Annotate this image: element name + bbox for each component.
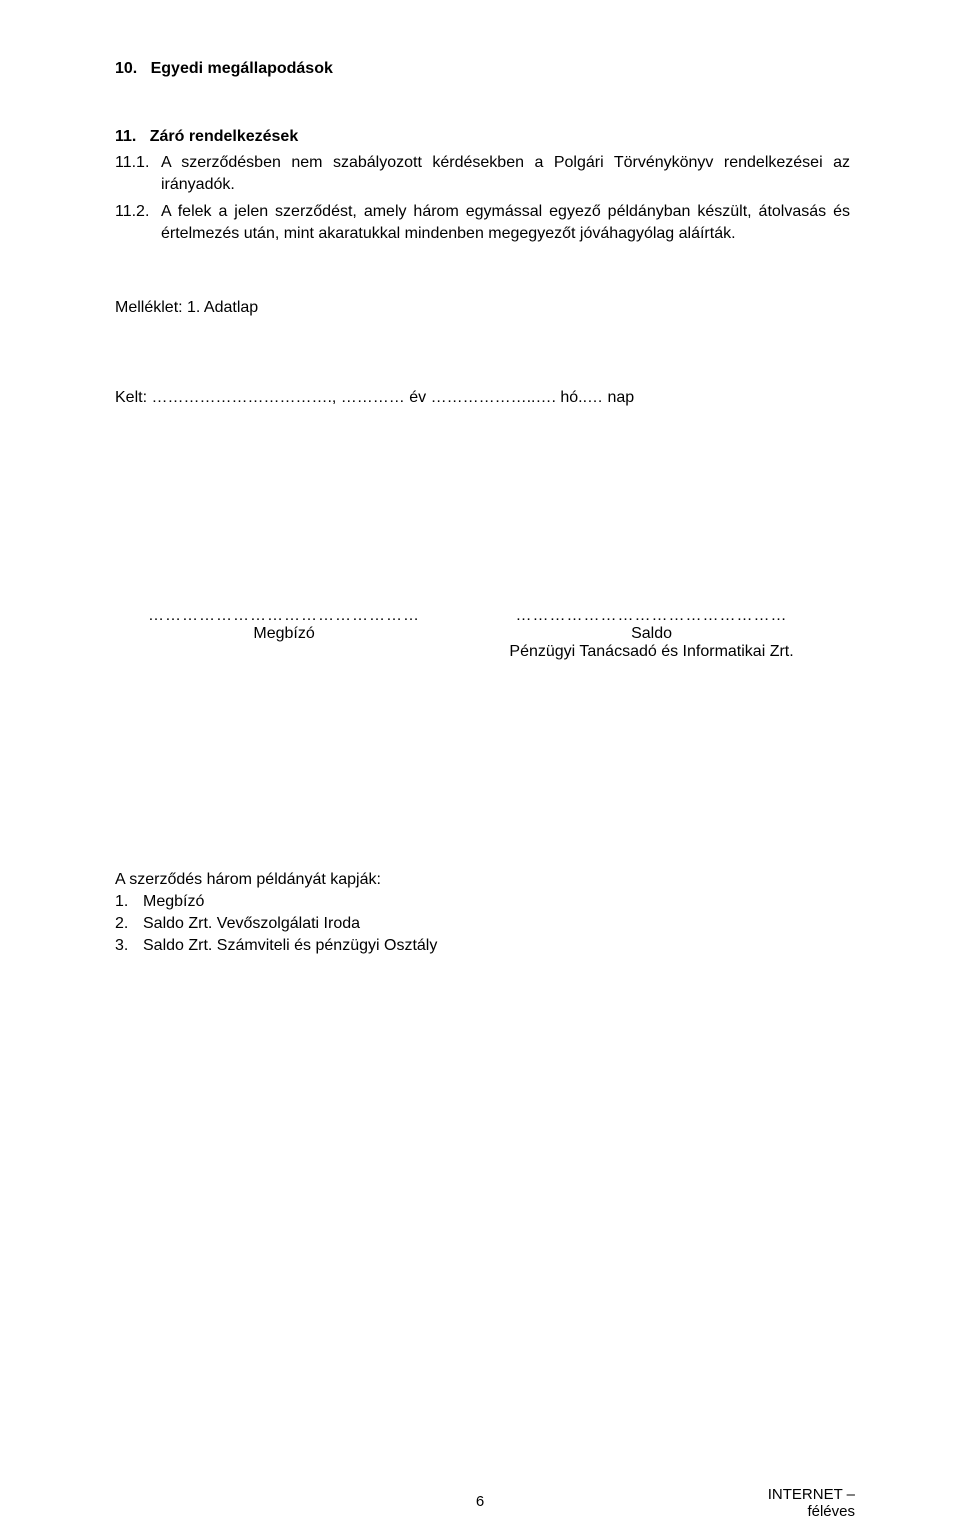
distribution-item-3-text: Saldo Zrt. Számviteli és pénzügyi Osztál… bbox=[143, 935, 437, 957]
section-11-heading: 11. Záró rendelkezések bbox=[115, 128, 850, 146]
section-10-title: Egyedi megállapodások bbox=[151, 60, 333, 77]
distribution-item-1: 1. Megbízó bbox=[115, 891, 850, 913]
distribution-item-2-num: 2. bbox=[115, 913, 143, 935]
distribution-item-2-text: Saldo Zrt. Vevőszolgálati Iroda bbox=[143, 913, 360, 935]
paragraph-11-1-number: 11.1. bbox=[115, 152, 161, 195]
signature-left-dots: ………………………………………… bbox=[115, 607, 453, 625]
paragraph-11-1: 11.1. A szerződésben nem szabályozott ké… bbox=[115, 152, 850, 195]
paragraph-11-2-text: A felek a jelen szerződést, amely három … bbox=[161, 201, 850, 244]
signature-left-label: Megbízó bbox=[115, 625, 453, 643]
distribution-item-3: 3. Saldo Zrt. Számviteli és pénzügyi Osz… bbox=[115, 935, 850, 957]
date-line: Kelt: ……………………………., ………… év ………………..…. h… bbox=[115, 389, 850, 407]
signature-left-col: ………………………………………… Megbízó bbox=[115, 607, 453, 661]
signatures-block: ………………………………………… Megbízó ………………………………………… bbox=[115, 607, 850, 661]
paragraph-11-2: 11.2. A felek a jelen szerződést, amely … bbox=[115, 201, 850, 244]
section-10-heading: 10. Egyedi megállapodások bbox=[115, 60, 850, 78]
distribution-item-1-num: 1. bbox=[115, 891, 143, 913]
paragraph-11-1-text: A szerződésben nem szabályozott kérdések… bbox=[161, 152, 850, 195]
section-11-title: Záró rendelkezések bbox=[150, 128, 299, 145]
attachment-line: Melléklet: 1. Adatlap bbox=[115, 299, 850, 317]
signature-right-label-2: Pénzügyi Tanácsadó és Informatikai Zrt. bbox=[453, 643, 850, 661]
signature-right-label-1: Saldo bbox=[453, 625, 850, 643]
footer-right-2: féléves bbox=[768, 1503, 855, 1520]
distribution-item-2: 2. Saldo Zrt. Vevőszolgálati Iroda bbox=[115, 913, 850, 935]
footer-right-1: INTERNET – bbox=[768, 1486, 855, 1503]
footer-right-block: INTERNET – féléves bbox=[768, 1486, 855, 1520]
signature-right-col: ………………………………………… Saldo Pénzügyi Tanácsad… bbox=[453, 607, 850, 661]
distribution-item-3-num: 3. bbox=[115, 935, 143, 957]
signature-right-dots: ………………………………………… bbox=[453, 607, 850, 625]
distribution-heading: A szerződés három példányát kapják: bbox=[115, 871, 850, 889]
section-10-number: 10. bbox=[115, 60, 137, 77]
section-11-number: 11. bbox=[115, 128, 136, 145]
paragraph-11-2-number: 11.2. bbox=[115, 201, 161, 244]
page-footer: 6 INTERNET – féléves bbox=[0, 1493, 960, 1510]
distribution-item-1-text: Megbízó bbox=[143, 891, 204, 913]
